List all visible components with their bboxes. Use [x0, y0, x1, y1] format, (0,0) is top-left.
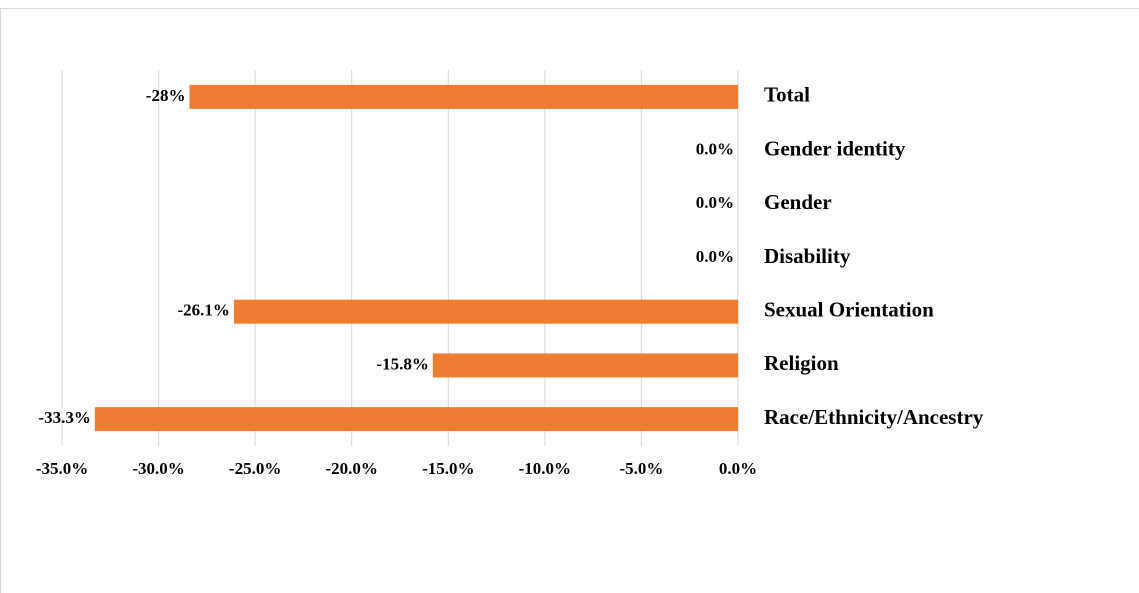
category-label: Race/Ethnicity/Ancestry: [764, 405, 984, 429]
x-tick-label: -20.0%: [326, 459, 378, 478]
x-tick-label: -35.0%: [36, 459, 88, 478]
x-tick-label: -15.0%: [422, 459, 474, 478]
value-label: -28%: [146, 86, 186, 105]
bar: [432, 353, 738, 378]
category-label: Gender identity: [764, 136, 906, 160]
x-tick-label: 0.0%: [719, 459, 757, 478]
x-tick-label: -25.0%: [229, 459, 281, 478]
value-label: 0.0%: [696, 247, 734, 266]
x-tick-label: -30.0%: [132, 459, 184, 478]
chart-border: [0, 8, 1139, 593]
category-label: Religion: [764, 351, 839, 375]
value-label: -15.8%: [376, 354, 428, 373]
value-label: -33.3%: [38, 408, 90, 427]
value-label: -26.1%: [177, 301, 229, 320]
category-label: Disability: [764, 244, 851, 268]
category-label: Gender: [764, 190, 832, 214]
x-tick-label: -5.0%: [619, 459, 663, 478]
bar: [94, 407, 738, 432]
bar: [233, 299, 738, 324]
category-label: Total: [764, 83, 810, 107]
bar: [189, 84, 738, 109]
category-label: Sexual Orientation: [764, 298, 934, 322]
value-label: 0.0%: [696, 193, 734, 212]
value-label: 0.0%: [696, 139, 734, 158]
x-tick-label: -10.0%: [519, 459, 571, 478]
